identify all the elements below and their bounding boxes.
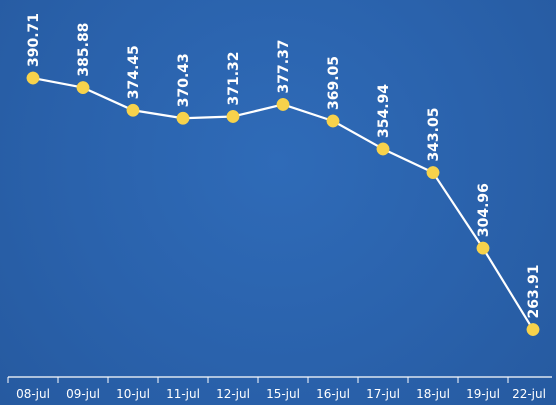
data-point [26, 71, 40, 85]
x-tick-label: 22-jul [512, 387, 546, 401]
x-tick-label: 18-jul [416, 387, 450, 401]
x-tick-label: 15-jul [266, 387, 300, 401]
data-point [526, 323, 540, 336]
data-label: 369.05 [326, 56, 342, 110]
data-point [426, 166, 440, 180]
data-point [126, 103, 140, 117]
data-label: 371.32 [226, 51, 242, 105]
x-tick-label: 10-jul [116, 387, 150, 401]
data-point [176, 111, 190, 125]
data-label: 370.43 [176, 53, 192, 107]
data-point [226, 110, 240, 123]
data-label: 263.91 [526, 265, 542, 319]
data-point [476, 241, 490, 255]
data-label: 354.94 [376, 84, 392, 138]
series-line [31, 76, 535, 331]
data-label: 385.88 [76, 23, 92, 77]
data-label: 343.05 [426, 108, 442, 162]
data-point [326, 114, 340, 128]
x-tick-label: 08-jul [16, 387, 50, 401]
data-point [276, 98, 290, 111]
data-label: 390.71 [26, 13, 42, 67]
data-label: 377.37 [276, 39, 292, 93]
x-tick-label: 17-jul [366, 387, 400, 401]
data-point [76, 81, 90, 95]
x-tick-label: 16-jul [316, 387, 350, 401]
x-tick-label: 11-jul [166, 387, 200, 401]
x-tick-label: 09-jul [66, 387, 100, 401]
x-tick-label: 19-jul [466, 387, 500, 401]
x-tick-label: 12-jul [216, 387, 250, 401]
data-label: 304.96 [476, 183, 492, 237]
data-point [376, 142, 390, 156]
data-label: 374.45 [126, 45, 142, 99]
